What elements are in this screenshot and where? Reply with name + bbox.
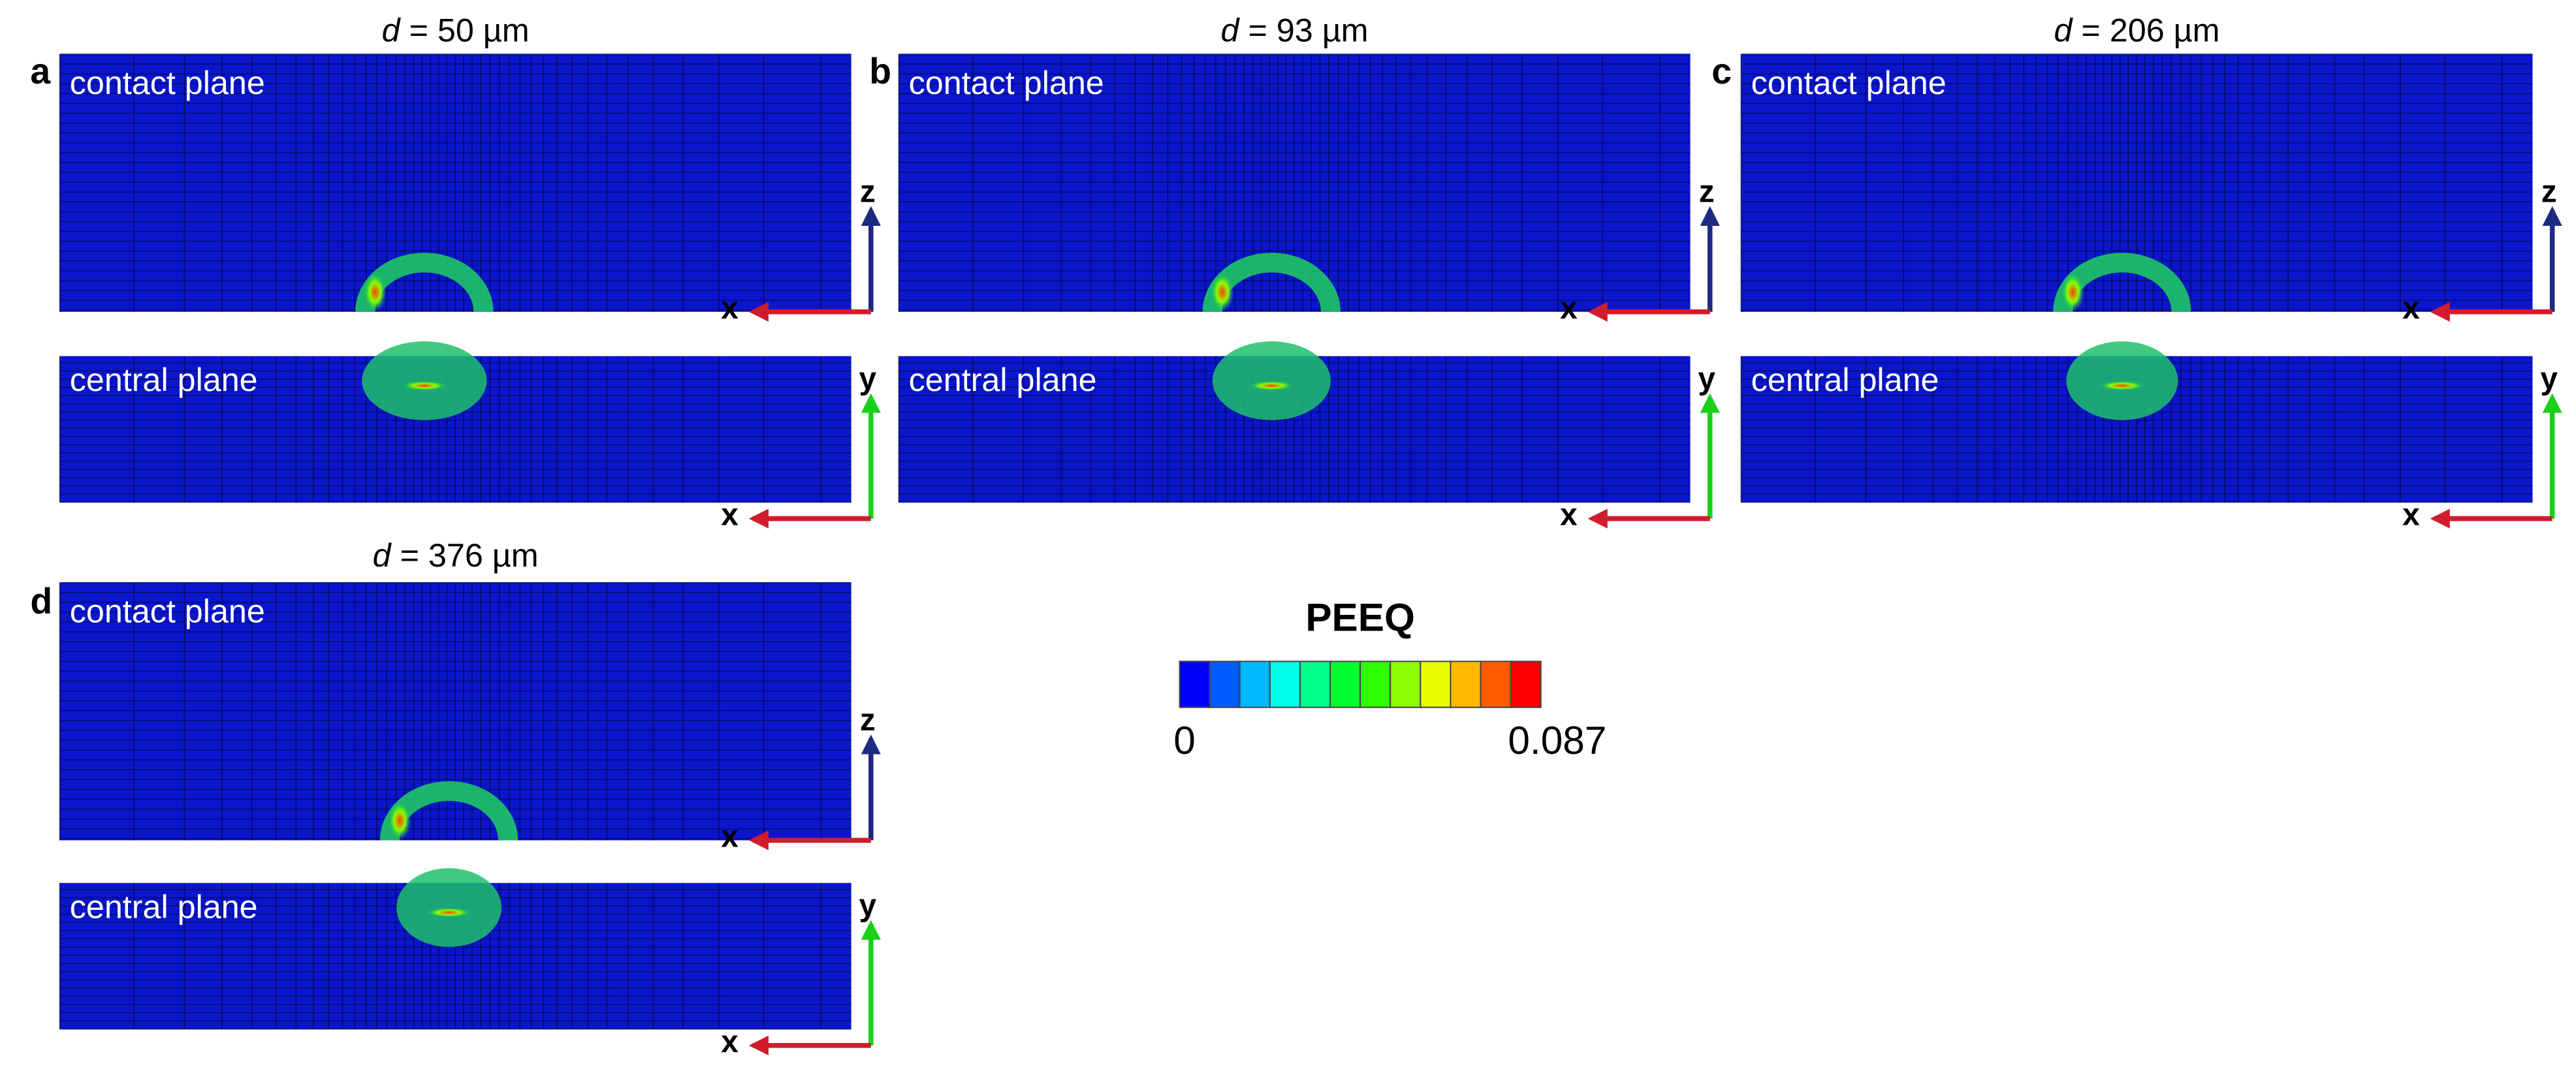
axis-label: x [721, 498, 739, 533]
axis-label: x [721, 1025, 739, 1059]
plane-label: contact plane [909, 64, 1104, 101]
plane-label: central plane [70, 888, 258, 925]
panel-title: d = 376 µm [373, 537, 539, 574]
axis-label: z [2541, 174, 2557, 209]
axis-label: y [1698, 362, 1715, 396]
plane-label: contact plane [70, 593, 265, 630]
panel-title: d = 206 µm [2054, 12, 2219, 49]
colorbar-min: 0 [1173, 718, 1196, 762]
colorbar-cell [1239, 661, 1271, 708]
mesh [898, 54, 1691, 312]
panel-title: d = 93 µm [1221, 12, 1369, 49]
strain-hotspot [363, 272, 387, 312]
colorbar-cell [1390, 661, 1422, 708]
title-text: = 50 µm [400, 12, 530, 49]
title-symbol: d [373, 537, 392, 574]
axis-label: x [2402, 291, 2420, 326]
colorbar-cell [1269, 661, 1301, 708]
axis-label: z [860, 174, 876, 209]
strain-hotspot [388, 801, 411, 841]
colorbar-cell [1450, 661, 1482, 708]
panel-label: d [30, 581, 52, 621]
colorbar-cell [1329, 661, 1361, 708]
title-symbol: d [1221, 12, 1241, 49]
title-symbol: d [382, 12, 402, 49]
axis-label: x [1560, 291, 1578, 326]
axis-label: x [721, 820, 739, 854]
strain-hotspot [2099, 381, 2146, 391]
colorbar-max: 0.087 [1508, 718, 1606, 762]
panel-label: b [869, 51, 891, 91]
axis-label: x [2402, 498, 2420, 533]
strain-hotspot [426, 907, 472, 918]
strain-hotspot [2061, 272, 2085, 312]
panel-title: d = 50 µm [382, 12, 530, 49]
strain-hotspot [1211, 272, 1234, 312]
panel-label: c [1711, 51, 1732, 91]
plane-label: central plane [909, 361, 1097, 398]
colorbar-title: PEEQ [1305, 595, 1415, 639]
colorbar-cell [1209, 661, 1241, 708]
strain-blob [396, 868, 502, 947]
colorbar-cell [1360, 661, 1391, 708]
plane-label: central plane [1751, 361, 1939, 398]
axis-label: y [2540, 362, 2558, 396]
colorbar-cell [1480, 661, 1512, 708]
colorbar-cell [1420, 661, 1452, 708]
title-text: = 376 µm [391, 537, 539, 574]
colorbar-cell [1299, 661, 1331, 708]
strain-hotspot [1248, 381, 1295, 391]
strain-hotspot [401, 381, 448, 391]
colorbar-cell [1510, 661, 1542, 708]
colorbar-cell [1179, 661, 1211, 708]
title-text: = 93 µm [1239, 12, 1369, 49]
axis-label: x [721, 291, 739, 326]
axis-label: x [1560, 498, 1578, 533]
plane-label: central plane [70, 361, 258, 398]
plane-label: contact plane [70, 64, 265, 101]
panel-label: a [30, 51, 51, 91]
axis-label: y [859, 888, 876, 923]
axis-label: z [860, 703, 876, 738]
plane-label: contact plane [1751, 64, 1947, 101]
axis-label: y [859, 362, 876, 396]
axis-label: z [1699, 174, 1715, 209]
title-symbol: d [2054, 12, 2073, 49]
mesh [1740, 54, 2533, 312]
title-text: = 206 µm [2072, 12, 2219, 49]
